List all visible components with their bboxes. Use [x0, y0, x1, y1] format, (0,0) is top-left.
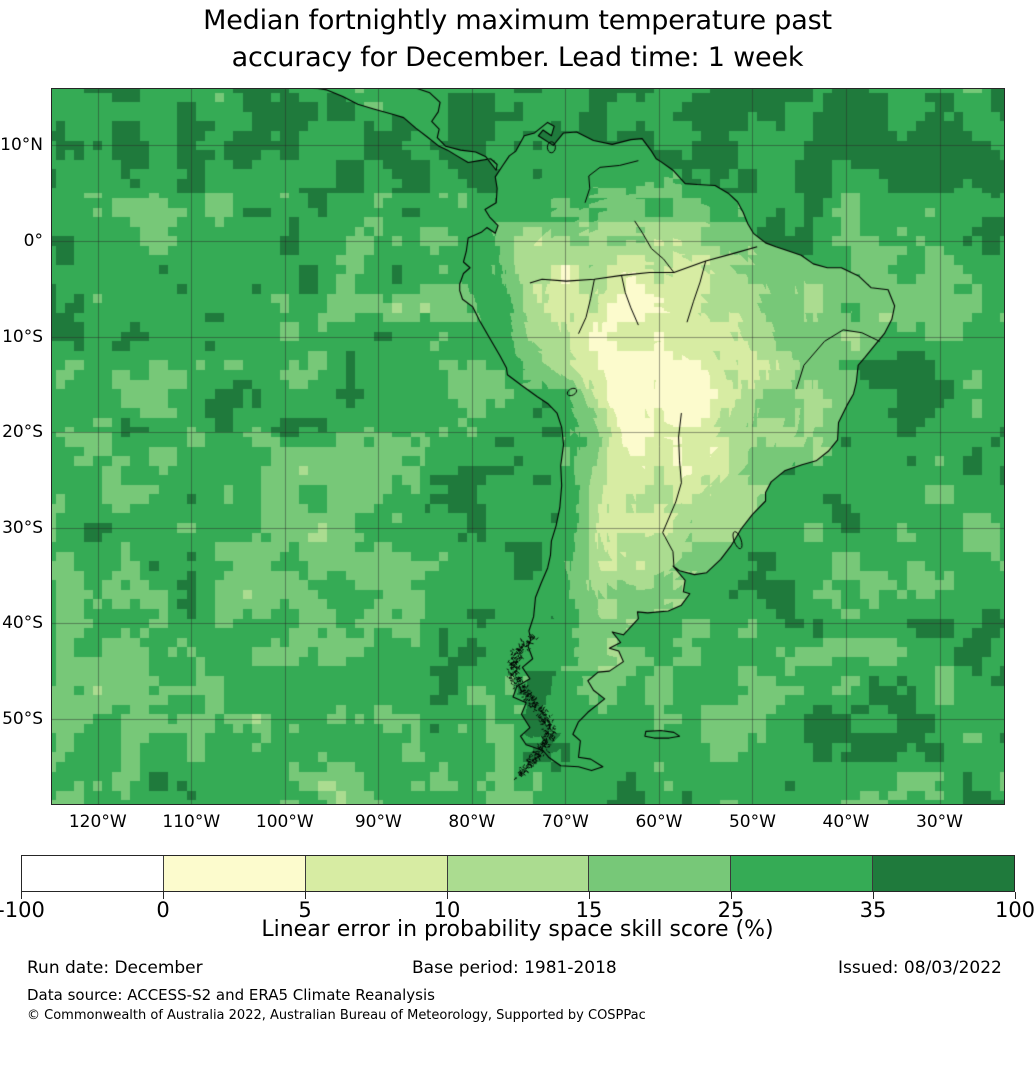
y-tick-label: 20°S [2, 422, 43, 443]
map-plot-area [51, 88, 1005, 805]
x-tick-label: 70°W [541, 812, 589, 832]
x-tick-label: 80°W [448, 812, 496, 832]
y-tick-label: 50°S [2, 708, 43, 729]
colorbar-tick-label: 0 [156, 898, 170, 922]
run-date-text: Run date: December [27, 958, 203, 978]
base-period-text: Base period: 1981-2018 [412, 958, 617, 978]
colorbar-segment [588, 856, 731, 891]
x-tick-label: 100°W [255, 812, 314, 832]
x-tick-label: 120°W [68, 812, 127, 832]
y-tick-label: 10°S [2, 326, 43, 347]
colorbar-tick [21, 892, 22, 899]
title-line-1: Median fortnightly maximum temperature p… [203, 5, 832, 36]
colorbar-tick [873, 892, 874, 899]
colorbar-tick-label: 35 [859, 898, 887, 922]
x-tick-label: 110°W [162, 812, 221, 832]
colorbar-tick [731, 892, 732, 899]
y-tick-label: 30°S [2, 517, 43, 538]
colorbar-tick [589, 892, 590, 899]
colorbar-segment [304, 856, 447, 891]
y-tick-label: 10°N [0, 135, 43, 156]
colorbar-tick-label: 100 [994, 898, 1035, 922]
colorbar-tick [1015, 892, 1016, 899]
colorbar-segments [21, 855, 1015, 892]
colorbar-segment [162, 856, 305, 891]
colorbar-tick [163, 892, 164, 899]
y-tick-label: 0° [23, 230, 43, 251]
x-tick-label: 60°W [635, 812, 683, 832]
colorbar-segment [446, 856, 589, 891]
x-tick-label: 50°W [728, 812, 776, 832]
colorbar-tick-label: 5 [298, 898, 312, 922]
colorbar-tick [305, 892, 306, 899]
skill-score-heatmap [51, 88, 1005, 805]
colorbar-segment [22, 856, 163, 891]
colorbar-tick-label: -100 [0, 898, 45, 922]
x-tick-label: 40°W [822, 812, 870, 832]
y-tick-label: 40°S [2, 613, 43, 634]
colorbar-segment [730, 856, 873, 891]
colorbar-tick [447, 892, 448, 899]
colorbar-tick-label: 10 [433, 898, 461, 922]
copyright-text: © Commonwealth of Australia 2022, Austra… [27, 1008, 646, 1023]
colorbar-tick-label: 15 [575, 898, 603, 922]
colorbar-axis-label: Linear error in probability space skill … [261, 917, 774, 942]
colorbar [21, 855, 1015, 892]
x-tick-label: 90°W [354, 812, 402, 832]
colorbar-tick-label: 25 [717, 898, 745, 922]
issued-date-text: Issued: 08/03/2022 [838, 958, 1002, 978]
data-source-text: Data source: ACCESS-S2 and ERA5 Climate … [27, 986, 435, 1004]
page-title: Median fortnightly maximum temperature p… [0, 2, 1035, 76]
colorbar-segment [872, 856, 1015, 891]
x-tick-label: 30°W [916, 812, 963, 832]
title-line-2: accuracy for December. Lead time: 1 week [231, 42, 804, 73]
